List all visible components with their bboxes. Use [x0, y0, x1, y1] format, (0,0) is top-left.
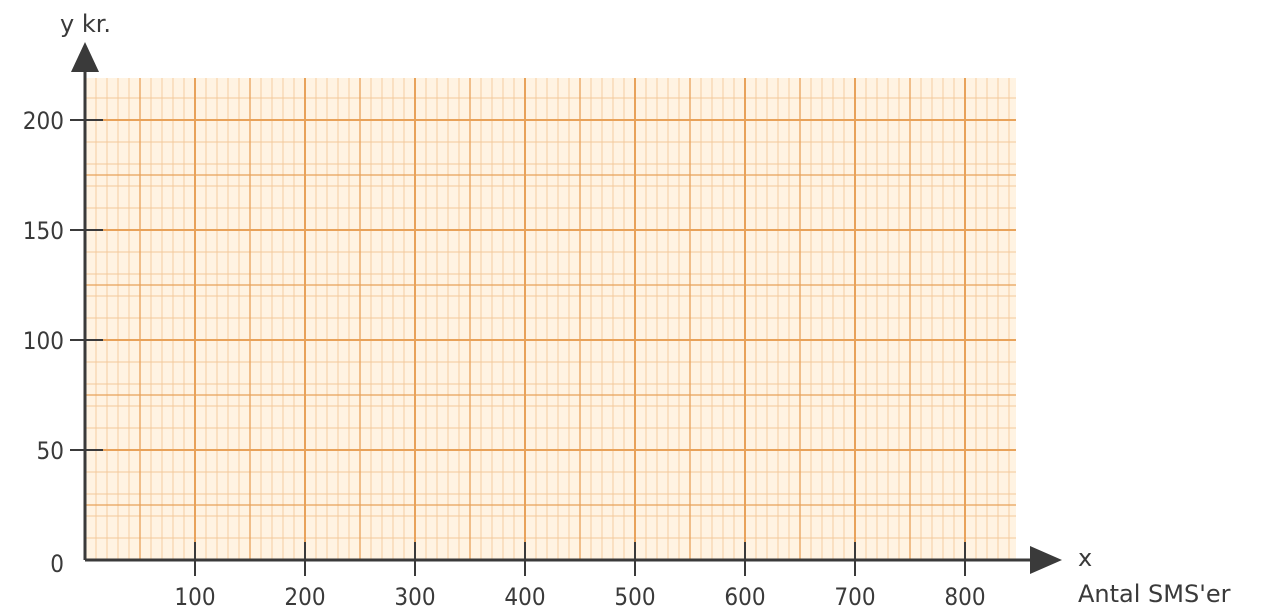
- x-axis-arrow: [1030, 546, 1062, 574]
- x-axis-label: Antal SMS'er: [1078, 580, 1231, 608]
- y-tick-label: 0: [50, 550, 64, 578]
- y-axis-arrow: [71, 42, 99, 72]
- x-tick-label: 300: [394, 583, 435, 609]
- y-tick-label: 150: [23, 217, 64, 245]
- x-tick-label: 400: [504, 583, 545, 609]
- axes: [71, 42, 1062, 574]
- x-tick-label: 600: [724, 583, 765, 609]
- y-tick-label: 50: [37, 437, 64, 465]
- plot-background: [85, 78, 1016, 560]
- y-tick-label: 200: [23, 107, 64, 135]
- x-tick-label: 500: [614, 583, 655, 609]
- ticks: [70, 119, 966, 576]
- x-axis-variable: x: [1078, 544, 1092, 572]
- y-tick-label: 100: [23, 327, 64, 355]
- tick-labels: 100 200 300 400 500 600 700 800 0 50 100 150 200: [23, 107, 986, 609]
- x-tick-label: 100: [174, 583, 215, 609]
- y-axis-label: y kr.: [60, 10, 111, 38]
- x-tick-label: 200: [284, 583, 325, 609]
- major-grid: [85, 78, 1016, 560]
- x-tick-label: 700: [834, 583, 875, 609]
- x-tick-label: 800: [944, 583, 985, 609]
